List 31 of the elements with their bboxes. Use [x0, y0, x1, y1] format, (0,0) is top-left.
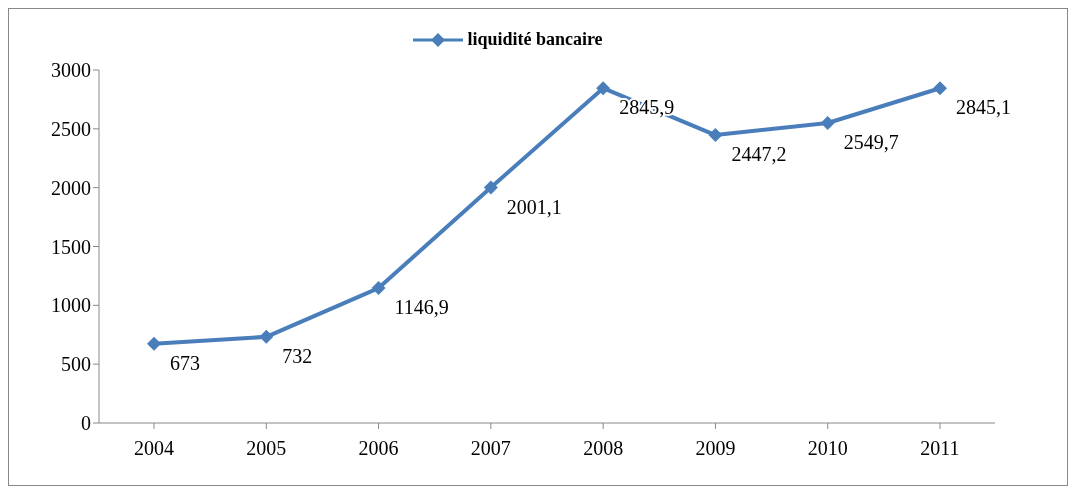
y-tick-label: 0	[81, 412, 91, 435]
x-tick-label: 2004	[134, 437, 174, 460]
data-label: 732	[282, 344, 313, 367]
point	[259, 329, 274, 344]
y-tick-label: 500	[61, 353, 91, 376]
data-label: 673	[170, 351, 200, 374]
y-tick-label: 1500	[51, 235, 91, 258]
data-label: 1146,9	[394, 296, 449, 319]
point	[820, 115, 835, 130]
x-tick-label: 2010	[807, 437, 848, 460]
y-tick-label: 3000	[51, 59, 91, 82]
legend-label: liquidité bancaire	[467, 29, 603, 50]
point	[483, 180, 498, 195]
x-tick-label: 2007	[470, 437, 511, 460]
x-tick-label: 2011	[920, 437, 960, 460]
x-tick-label: 2005	[246, 437, 287, 460]
point	[933, 81, 947, 96]
point	[371, 281, 386, 296]
point	[596, 81, 611, 96]
point	[147, 336, 161, 351]
y-tick-label: 2500	[51, 117, 91, 140]
y-tick-label: 1000	[51, 294, 91, 317]
x-tick-label: 2006	[358, 437, 399, 460]
data-label: 2001,1	[506, 195, 562, 218]
y-tick-label: 2000	[51, 176, 91, 199]
data-label: 2549,7	[843, 130, 899, 153]
x-tick-label: 2009	[695, 437, 736, 460]
data-label: 2845,1	[956, 96, 1011, 119]
point	[708, 128, 723, 143]
data-label: 2447,2	[731, 143, 787, 166]
x-tick-label: 2008	[583, 437, 624, 460]
